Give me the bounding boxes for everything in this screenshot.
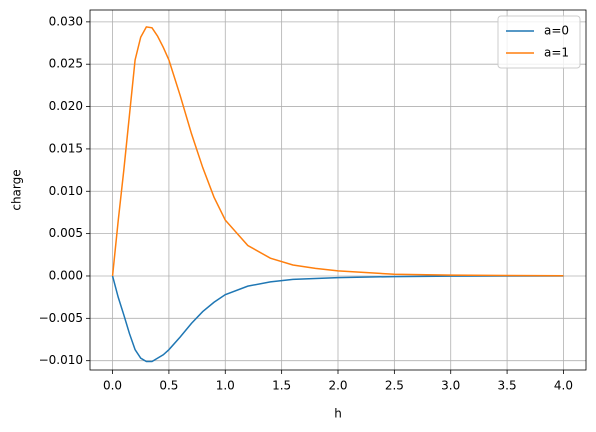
- legend-label: a=1: [544, 46, 569, 60]
- x-axis-label: h: [334, 407, 342, 421]
- y-tick-label: 0.020: [49, 99, 83, 113]
- line: [111, 275, 564, 363]
- plot-frame: [89, 9, 587, 371]
- legend-box: [497, 15, 581, 69]
- y-tick-label: 0.010: [49, 184, 83, 198]
- y-tick-label: −0.010: [39, 353, 83, 367]
- x-tick-label: 1.0: [216, 379, 235, 393]
- y-axis-label: charge: [10, 169, 24, 210]
- y-tick-label: 0.015: [49, 141, 83, 155]
- y-tick-label: 0.025: [49, 57, 83, 71]
- x-tick-label: 0.5: [159, 379, 178, 393]
- x-tick-label: 3.5: [498, 379, 517, 393]
- legend-label: a=0: [544, 24, 569, 38]
- x-tick-label: 3.0: [441, 379, 460, 393]
- x-tick-label: 2.5: [385, 379, 404, 393]
- y-tick-label: −0.005: [39, 311, 83, 325]
- y-tick-label: 0.030: [49, 14, 83, 28]
- line: [111, 26, 564, 277]
- x-tick-label: 0.0: [103, 379, 122, 393]
- x-tick-label: 4.0: [554, 379, 573, 393]
- x-tick-label: 2.0: [328, 379, 347, 393]
- y-tick-label: 0.005: [49, 226, 83, 240]
- x-tick-label: 1.5: [272, 379, 291, 393]
- y-tick-label: 0.000: [49, 268, 83, 282]
